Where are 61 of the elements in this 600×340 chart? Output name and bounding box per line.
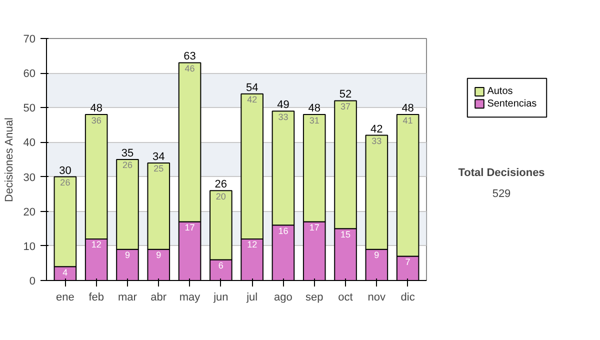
legend-label: Sentencias (487, 98, 537, 110)
data-label: 26 (122, 160, 132, 170)
data-label: 7 (405, 257, 410, 268)
total-label: 35 (121, 148, 134, 160)
data-label: 9 (156, 250, 162, 260)
x-tick-label: ago (274, 292, 292, 304)
total-label: 48 (90, 102, 102, 115)
x-tick-label: dic (400, 292, 416, 304)
y-axis-title: Decisiones Anual (3, 118, 16, 202)
x-tick-label: jun (212, 292, 228, 304)
y-tick-label: 0 (29, 276, 36, 288)
total-label: 63 (184, 50, 196, 63)
total-label: 48 (308, 102, 320, 115)
text: 529 (492, 188, 511, 200)
data-label: 46 (184, 63, 195, 74)
total-label: 42 (370, 123, 383, 136)
data-label: 41 (402, 115, 413, 126)
total-label: 26 (214, 178, 228, 191)
y-tick-label: 60 (23, 68, 36, 80)
text: Total Decisiones (458, 166, 545, 179)
total-label: 48 (402, 102, 414, 115)
total-label: 49 (277, 99, 290, 112)
y-tick-label: 30 (23, 172, 36, 184)
total-label: 52 (339, 88, 352, 101)
total-label: 34 (152, 150, 165, 163)
data-label: 36 (91, 115, 102, 126)
total-label: 30 (59, 164, 72, 177)
data-label: 42 (247, 94, 258, 105)
data-label: 12 (247, 240, 258, 250)
x-tick-label: jul (246, 292, 258, 304)
data-label: 9 (124, 250, 130, 260)
data-label: 37 (340, 101, 351, 112)
data-label: 9 (374, 250, 380, 260)
y-tick-label: 10 (23, 240, 36, 253)
x-tick-label: sep (306, 292, 324, 304)
data-label: 15 (340, 229, 351, 240)
y-tick-label: 40 (23, 137, 36, 150)
total-label: 54 (246, 82, 258, 94)
x-tick-label: may (179, 292, 201, 304)
data-label: 33 (372, 136, 382, 146)
y-tick-label: 20 (23, 206, 36, 218)
x-tick-label: oct (338, 292, 353, 304)
x-tick-label: mar (118, 292, 138, 304)
x-tick-label: ene (56, 292, 74, 304)
legend-label: Autos (487, 86, 513, 98)
data-label: 31 (309, 115, 320, 126)
data-label: 12 (91, 240, 102, 250)
y-tick-label: 70 (23, 34, 36, 46)
x-tick-label: feb (88, 292, 104, 304)
data-label: 16 (278, 226, 288, 236)
data-label: 17 (309, 222, 320, 232)
data-label: 17 (184, 222, 195, 232)
x-tick-label: abr (150, 292, 167, 304)
data-label: 25 (154, 164, 164, 174)
data-label: 4 (62, 267, 68, 278)
x-tick-label: nov (368, 292, 386, 304)
y-tick-label: 50 (23, 102, 36, 115)
data-label: 33 (278, 112, 288, 122)
data-label: 20 (216, 191, 226, 202)
data-label: 26 (60, 178, 70, 188)
data-label: 6 (218, 260, 224, 270)
